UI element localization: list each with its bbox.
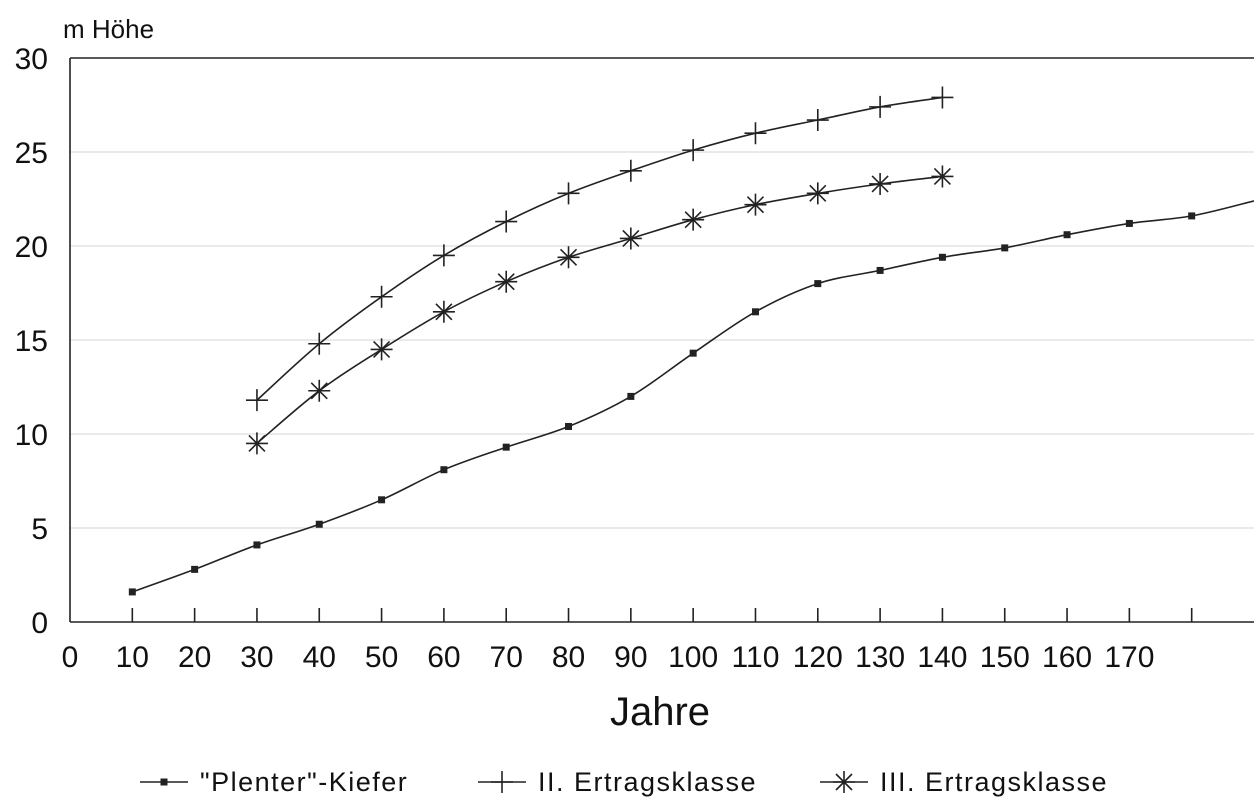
y-tick-label-0: 0 bbox=[31, 607, 48, 640]
x-tick-label-60: 60 bbox=[427, 641, 460, 674]
y-axis-label: m Höhe bbox=[63, 14, 154, 44]
x-axis-label: Jahre bbox=[610, 690, 710, 734]
data-point-s3-60 bbox=[432, 300, 455, 323]
legend-label-2: II. Ertragsklasse bbox=[538, 767, 757, 797]
data-point-s1-100 bbox=[689, 349, 697, 357]
data-point-s1-10 bbox=[128, 588, 136, 596]
data-point-s3-140 bbox=[931, 165, 954, 188]
data-point-s1-140 bbox=[938, 253, 946, 261]
data-point-s3-80 bbox=[557, 246, 580, 269]
data-point-s1-110 bbox=[751, 308, 759, 316]
data-point-s1-130 bbox=[876, 266, 884, 274]
data-point-s1-170 bbox=[1125, 219, 1133, 227]
legend-label-3: III. Ertragsklasse bbox=[880, 767, 1108, 797]
y-tick-label-25: 25 bbox=[15, 137, 48, 170]
legend-marker-2 bbox=[491, 771, 513, 793]
x-tick-label-10: 10 bbox=[116, 641, 149, 674]
data-point-s3-70 bbox=[495, 270, 518, 293]
x-tick-label-30: 30 bbox=[240, 641, 273, 674]
legend-label-1: "Plenter"-Kiefer bbox=[200, 767, 408, 797]
data-point-s2-50 bbox=[370, 285, 393, 308]
x-tick-label-150: 150 bbox=[980, 641, 1030, 674]
data-point-s3-90 bbox=[619, 227, 642, 250]
y-tick-label-20: 20 bbox=[15, 231, 48, 264]
data-point-s3-120 bbox=[806, 182, 829, 205]
data-point-s2-30 bbox=[245, 389, 268, 412]
data-point-s1-20 bbox=[191, 565, 199, 573]
x-tick-label-80: 80 bbox=[552, 641, 585, 674]
y-tick-label-30: 30 bbox=[15, 43, 48, 76]
series-line-1 bbox=[132, 200, 1254, 593]
x-tick-label-0: 0 bbox=[62, 641, 79, 674]
data-point-s1-70 bbox=[502, 443, 510, 451]
data-point-s1-90 bbox=[627, 392, 635, 400]
data-point-s1-160 bbox=[1063, 231, 1071, 239]
data-point-s1-30 bbox=[253, 541, 261, 549]
data-point-s1-50 bbox=[378, 496, 386, 504]
x-tick-label-100: 100 bbox=[668, 641, 718, 674]
data-point-s2-110 bbox=[744, 122, 767, 145]
x-tick-label-40: 40 bbox=[303, 641, 336, 674]
data-point-s1-150 bbox=[1001, 244, 1009, 252]
legend-marker-1 bbox=[160, 778, 168, 786]
data-point-s3-50 bbox=[370, 338, 393, 361]
x-tick-label-160: 160 bbox=[1042, 641, 1092, 674]
y-tick-label-5: 5 bbox=[31, 513, 48, 546]
data-point-s2-70 bbox=[495, 210, 518, 233]
data-point-s1-80 bbox=[565, 422, 573, 430]
data-point-s2-60 bbox=[432, 244, 455, 267]
data-point-s1-180 bbox=[1188, 212, 1196, 220]
data-point-s1-120 bbox=[814, 280, 822, 288]
legend-marker-3 bbox=[833, 771, 855, 793]
data-point-s1-40 bbox=[315, 520, 323, 528]
y-tick-label-15: 15 bbox=[15, 325, 48, 358]
data-point-s2-80 bbox=[557, 182, 580, 205]
x-tick-label-170: 170 bbox=[1104, 641, 1154, 674]
data-point-s2-100 bbox=[682, 139, 705, 162]
data-point-s1-60 bbox=[440, 466, 448, 474]
x-tick-label-90: 90 bbox=[614, 641, 647, 674]
data-point-s2-90 bbox=[619, 159, 642, 182]
data-point-s2-120 bbox=[806, 109, 829, 132]
data-point-s2-40 bbox=[308, 332, 331, 355]
series-line-3 bbox=[256, 175, 943, 445]
data-point-s3-40 bbox=[308, 379, 331, 402]
x-tick-label-70: 70 bbox=[490, 641, 523, 674]
data-point-s2-140 bbox=[931, 86, 954, 109]
data-point-s3-30 bbox=[245, 432, 268, 455]
data-point-s3-100 bbox=[682, 208, 705, 231]
data-point-s2-130 bbox=[869, 95, 892, 118]
x-tick-label-130: 130 bbox=[855, 641, 905, 674]
x-tick-label-20: 20 bbox=[178, 641, 211, 674]
y-tick-label-10: 10 bbox=[15, 419, 48, 452]
x-tick-label-110: 110 bbox=[732, 641, 780, 674]
x-tick-label-140: 140 bbox=[917, 641, 967, 674]
data-point-s3-130 bbox=[869, 172, 892, 195]
x-tick-label-120: 120 bbox=[793, 641, 843, 674]
data-point-s3-110 bbox=[744, 193, 767, 216]
x-tick-label-50: 50 bbox=[365, 641, 398, 674]
series-line-2 bbox=[256, 96, 943, 401]
